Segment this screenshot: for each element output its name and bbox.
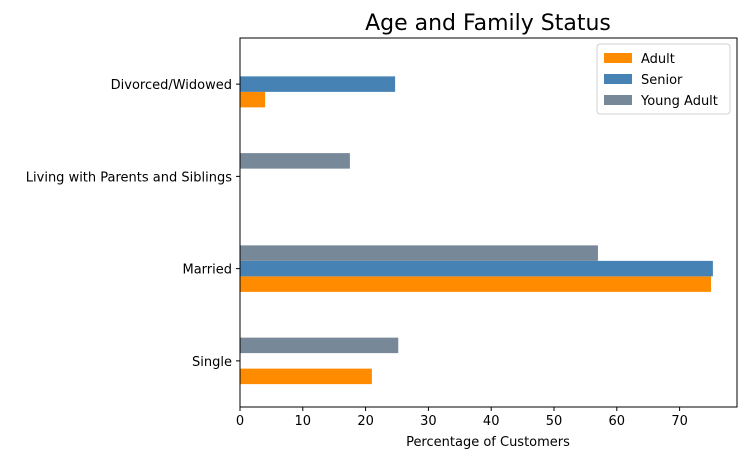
x-tick-label: 20 [357,414,374,429]
bar-adult-3 [240,91,266,108]
bar-young-adult-0 [240,337,399,354]
x-tick-label: 40 [483,414,500,429]
y-tick-label: Living with Parents and Siblings [26,170,232,185]
bar-senior-3 [240,76,396,92]
x-tick-label: 10 [295,414,312,429]
x-tick-label: 50 [546,414,563,429]
plot-frame [239,37,738,408]
y-tick-label: Divorced/Widowed [111,78,232,93]
bar-adult-0 [240,368,372,385]
x-tick-label: 30 [420,414,437,429]
legend-swatch-adult [604,53,632,63]
legend: Adult Senior Young Adult [596,43,731,115]
legend-label-senior: Senior [641,73,683,88]
x-axis-ticks: 0 10 20 30 40 50 60 70 [236,407,688,429]
legend-label-adult: Adult [641,52,675,67]
legend-swatch-senior [604,74,632,84]
y-tick-label: Single [192,355,232,370]
chart-title: Age and Family Status [365,11,611,36]
x-tick-label: 70 [671,414,688,429]
bar-adult-1 [240,276,711,292]
x-tick-label: 0 [236,414,244,429]
bars-group [240,76,713,385]
legend-label-young-adult: Young Adult [640,94,718,109]
bar-young-adult-2 [240,153,350,169]
y-tick-label: Married [182,263,232,278]
bar-senior-1 [240,260,713,277]
x-tick-label: 60 [609,414,626,429]
y-axis-ticks: Single Married Living with Parents and Sib… [26,78,240,370]
x-axis-label: Percentage of Customers [406,435,570,450]
legend-swatch-young-adult [604,95,632,105]
bar-young-adult-1 [240,245,598,261]
